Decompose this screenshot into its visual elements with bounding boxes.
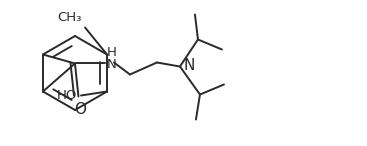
Text: O: O: [75, 102, 87, 118]
Text: CH₃: CH₃: [58, 12, 82, 25]
Text: N: N: [184, 58, 195, 73]
Text: HO: HO: [57, 89, 77, 102]
Text: H
N: H N: [107, 46, 117, 71]
